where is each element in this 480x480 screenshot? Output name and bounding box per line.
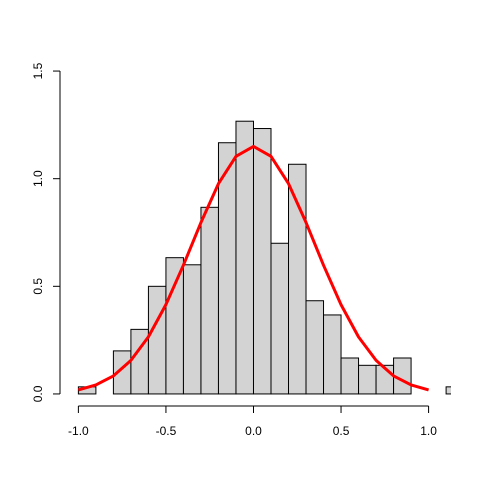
bar xyxy=(323,314,342,395)
bar xyxy=(182,264,202,395)
bar xyxy=(445,386,451,395)
bar xyxy=(147,285,167,395)
x-tick-label: -0.5 xyxy=(156,424,177,438)
bar xyxy=(305,300,325,395)
axes: -1.0 -0.5 0.0 0.5 1.0 0.0 0.5 1.0 1.5 xyxy=(31,62,437,438)
bar xyxy=(200,206,219,395)
x-tick-label: -1.0 xyxy=(68,424,89,438)
y-tick-label: 0.0 xyxy=(31,385,45,402)
x-tick-label: 0.0 xyxy=(245,424,262,438)
y-tick-label: 1.5 xyxy=(31,62,45,79)
bar xyxy=(270,242,290,395)
bar xyxy=(358,364,377,395)
bar xyxy=(252,128,272,395)
density-curve xyxy=(77,144,430,392)
y-tick-label: 1.0 xyxy=(31,170,45,187)
y-tick-label: 0.5 xyxy=(31,278,45,295)
x-tick-label: 0.5 xyxy=(333,424,350,438)
x-tick-label: 1.0 xyxy=(420,424,437,438)
bar xyxy=(235,120,254,395)
bar xyxy=(288,163,307,395)
bars xyxy=(77,120,451,395)
bar xyxy=(165,257,184,395)
bar xyxy=(340,357,360,395)
